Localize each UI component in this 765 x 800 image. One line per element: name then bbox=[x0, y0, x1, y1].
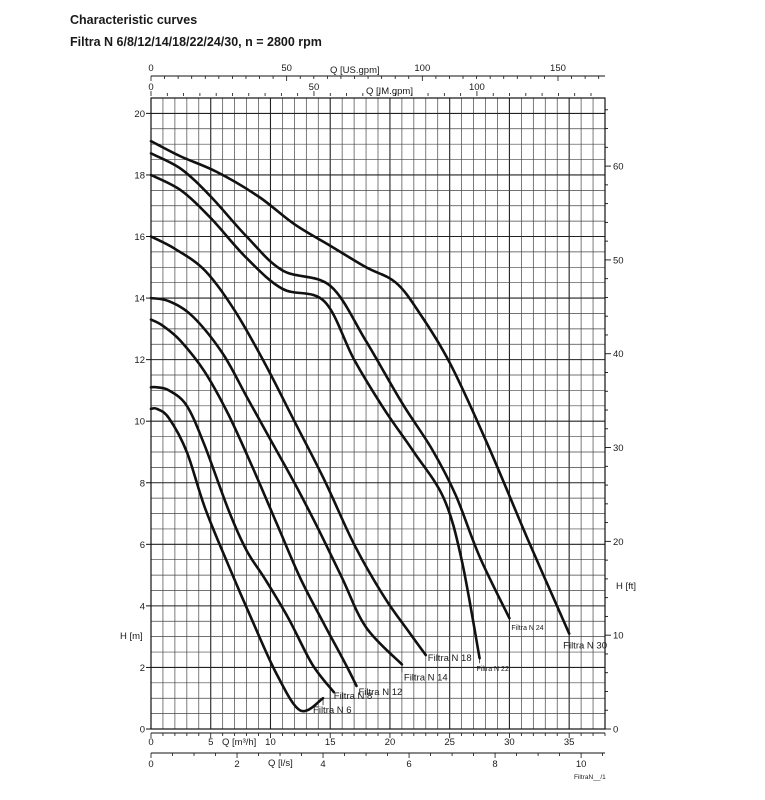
y-tick-label: 2 bbox=[140, 663, 145, 674]
right-axis-tick-label: 40 bbox=[613, 349, 624, 360]
ls-tick-label: 2 bbox=[234, 759, 239, 770]
curve-filtra-n-8 bbox=[149, 385, 336, 694]
right-axis-tick-label: 60 bbox=[613, 162, 624, 173]
curve-label: Filtra N 30 bbox=[563, 641, 607, 652]
x-tick-label: 30 bbox=[504, 737, 515, 748]
curve-label: Filtra N 8 bbox=[334, 691, 373, 702]
ls-tick-label: 0 bbox=[148, 759, 153, 770]
top-us-axis-label: Q [US.gpm] bbox=[330, 65, 380, 76]
x-axis-label: Q [m³/h] bbox=[222, 737, 256, 748]
curve-label: Filtra N 24 bbox=[511, 625, 543, 632]
us-tick-label: 0 bbox=[148, 63, 153, 74]
curve-filtra-n-24 bbox=[149, 152, 511, 620]
ls-tick-label: 8 bbox=[492, 759, 497, 770]
right-axis-label: H [ft] bbox=[616, 581, 636, 592]
right-axis-tick-label: 20 bbox=[613, 537, 624, 548]
us-tick-label: 50 bbox=[281, 63, 292, 74]
right-axis-tick-label: 0 bbox=[613, 725, 618, 736]
us-tick-label: 150 bbox=[550, 63, 566, 74]
x-tick-label: 35 bbox=[564, 737, 575, 748]
x-tick-label: 20 bbox=[385, 737, 396, 748]
chart-subtitle: Filtra N 6/8/12/14/18/22/24/30, n = 2800… bbox=[70, 35, 322, 49]
grid bbox=[150, 97, 606, 730]
y-tick-label: 20 bbox=[134, 109, 145, 120]
y-tick-label: 16 bbox=[134, 232, 145, 243]
curve-filtra-n-18 bbox=[149, 235, 428, 657]
chart-title: Characteristic curves bbox=[70, 13, 198, 27]
ls-tick-label: 10 bbox=[576, 759, 587, 770]
bottom-ls-axis-label: Q [l/s] bbox=[268, 758, 293, 769]
x-tick-label: 0 bbox=[148, 737, 153, 748]
y-tick-label: 10 bbox=[134, 417, 145, 428]
x-tick-label: 15 bbox=[325, 737, 336, 748]
y-tick-label: 6 bbox=[140, 540, 145, 551]
im-tick-label: 50 bbox=[309, 82, 320, 93]
y-axis-label: H [m] bbox=[120, 631, 143, 642]
curve-filtra-n-14 bbox=[149, 296, 404, 666]
curve-label: Filtra N 6 bbox=[313, 705, 352, 716]
y-tick-label: 18 bbox=[134, 170, 145, 181]
im-tick-label: 0 bbox=[148, 82, 153, 93]
curve-label: Filtra N 14 bbox=[404, 672, 448, 683]
y-tick-label: 4 bbox=[140, 601, 145, 612]
curve-filtra-n-12 bbox=[149, 318, 358, 688]
right-axis-tick-label: 30 bbox=[613, 443, 624, 454]
ls-tick-label: 6 bbox=[406, 759, 411, 770]
right-axis-tick-label: 10 bbox=[613, 631, 624, 642]
top-im-axis-label: Q [IM.gpm] bbox=[366, 86, 413, 97]
y-tick-label: 12 bbox=[134, 355, 145, 366]
curve-label: Filtra N 18 bbox=[428, 653, 472, 664]
right-axis-tick-label: 50 bbox=[613, 255, 624, 266]
x-tick-label: 25 bbox=[444, 737, 455, 748]
curve-filtra-n-6 bbox=[149, 406, 325, 713]
ls-tick-label: 4 bbox=[320, 759, 325, 770]
curve-label: Filtra N 12 bbox=[358, 687, 402, 698]
y-tick-label: 8 bbox=[140, 478, 145, 489]
y-tick-label: 14 bbox=[134, 294, 145, 305]
x-tick-label: 10 bbox=[265, 737, 276, 748]
x-tick-label: 5 bbox=[208, 737, 213, 748]
curve-label: Filtra N 22 bbox=[477, 666, 509, 673]
pump-curves bbox=[149, 139, 571, 713]
plot-frame bbox=[150, 97, 606, 730]
y-tick-label: 0 bbox=[140, 725, 145, 736]
curve-filtra-n-22 bbox=[149, 173, 481, 660]
us-tick-label: 100 bbox=[414, 63, 430, 74]
im-tick-label: 100 bbox=[469, 82, 485, 93]
curve-filtra-n-30 bbox=[149, 139, 571, 635]
figure-id: FiltraN__/1 bbox=[574, 774, 606, 781]
